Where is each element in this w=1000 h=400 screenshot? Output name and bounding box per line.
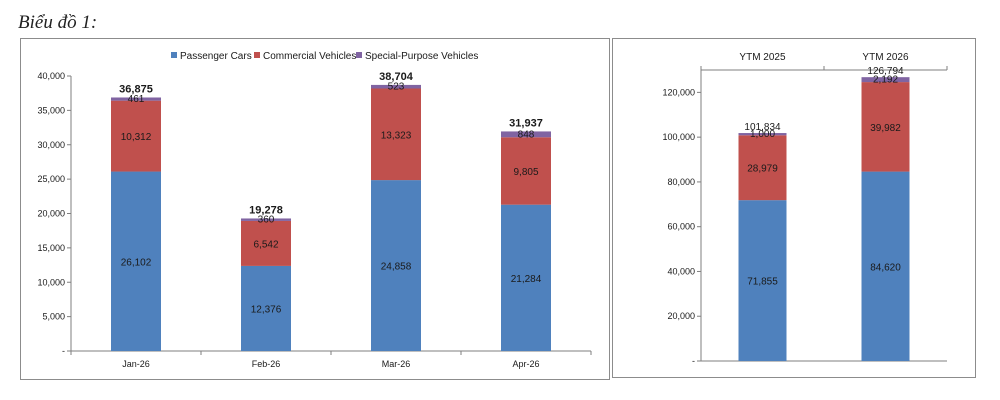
bar-segment-special (738, 133, 787, 136)
total-label: 31,937 (509, 117, 543, 129)
bar-segment-passenger (111, 171, 161, 351)
legend-swatch-special (356, 52, 362, 58)
y-tick-label: 40,000 (37, 71, 65, 81)
legend-label: Special-Purpose Vehicles (365, 51, 478, 62)
y-tick-label: 80,000 (667, 177, 695, 187)
bar-segment-commercial (241, 220, 291, 266)
monthly-stacked-bar-chart: - 5,000 10,000 15,000 20,000 25,000 30,000 35,0… (37, 51, 592, 369)
category-label: YTM 2026 (862, 52, 909, 63)
page-heading: Biểu đồ 1: (18, 12, 98, 33)
bar-segment-commercial (738, 135, 787, 201)
bar-segment-passenger (501, 204, 551, 351)
bar-segment-passenger (861, 171, 910, 361)
data-label: 21,284 (511, 274, 542, 285)
bar-segment-special (241, 218, 291, 221)
legend-label: Passenger Cars (180, 51, 252, 62)
bar-segment-special (501, 131, 551, 138)
bar-segment-passenger (738, 200, 787, 361)
y-tick-label: 10,000 (37, 277, 65, 287)
bar-segment-special (371, 84, 421, 89)
ytm-stacked-bar-chart: - 20,000 40,000 60,000 80,000 100,000 120,000 7… (662, 52, 948, 366)
data-label: 26,102 (121, 257, 152, 268)
data-label: 1,000 (750, 129, 775, 140)
data-label: 9,805 (513, 167, 538, 178)
category-label: Feb-26 (252, 359, 281, 369)
y-tick-label: - (62, 346, 65, 356)
category-label: Mar-26 (382, 359, 411, 369)
total-label: 126,794 (867, 66, 904, 77)
y-tick-label: 40,000 (667, 266, 695, 276)
y-tick-label: 35,000 (37, 105, 65, 115)
total-label: 19,278 (249, 204, 283, 216)
y-tick-label: 5,000 (42, 312, 65, 322)
data-label: 523 (388, 82, 405, 93)
monthly-chart-panel: - 5,000 10,000 15,000 20,000 25,000 30,000 35,0… (20, 38, 610, 380)
bar-segment-passenger (241, 265, 291, 351)
category-label: Apr-26 (512, 359, 539, 369)
y-tick-label: 25,000 (37, 174, 65, 184)
bar-segment-passenger (371, 180, 421, 351)
total-label: 38,704 (379, 71, 414, 83)
y-tick-label: 30,000 (37, 140, 65, 150)
data-label: 6,542 (253, 239, 278, 250)
y-tick-label: 120,000 (662, 87, 695, 97)
data-label: 24,858 (381, 262, 412, 273)
y-tick-label: 60,000 (667, 222, 695, 232)
data-label: 71,855 (747, 277, 778, 288)
bar-segment-commercial (501, 137, 551, 205)
data-label: 360 (258, 215, 275, 226)
bar-segment-commercial (111, 100, 161, 172)
bar-segment-commercial (371, 88, 421, 181)
data-label: 28,979 (747, 164, 778, 175)
ytm-chart-panel: - 20,000 40,000 60,000 80,000 100,000 120,000 7… (612, 38, 976, 378)
data-label: 12,376 (251, 304, 282, 315)
data-label: 39,982 (870, 123, 901, 134)
data-label: 2,192 (873, 75, 898, 86)
legend-swatch-passenger (171, 52, 177, 58)
y-tick-label: 15,000 (37, 243, 65, 253)
data-label: 848 (518, 129, 535, 140)
category-label: YTM 2025 (739, 52, 786, 63)
total-label: 101,834 (744, 122, 781, 133)
bar-segment-special (111, 97, 161, 101)
y-tick-label: - (692, 356, 695, 366)
bar-segment-commercial (861, 82, 910, 172)
legend-swatch-commercial (254, 52, 260, 58)
y-tick-label: 20,000 (667, 311, 695, 321)
y-tick-label: 20,000 (37, 209, 65, 219)
category-label: Jan-26 (122, 359, 150, 369)
data-label: 84,620 (870, 262, 901, 273)
legend-label: Commercial Vehicles (263, 51, 356, 62)
total-label: 36,875 (119, 83, 153, 95)
data-label: 10,312 (121, 132, 152, 143)
y-tick-label: 100,000 (662, 132, 695, 142)
data-label: 13,323 (381, 130, 412, 141)
bar-segment-special (861, 77, 910, 83)
data-label: 461 (128, 94, 145, 105)
